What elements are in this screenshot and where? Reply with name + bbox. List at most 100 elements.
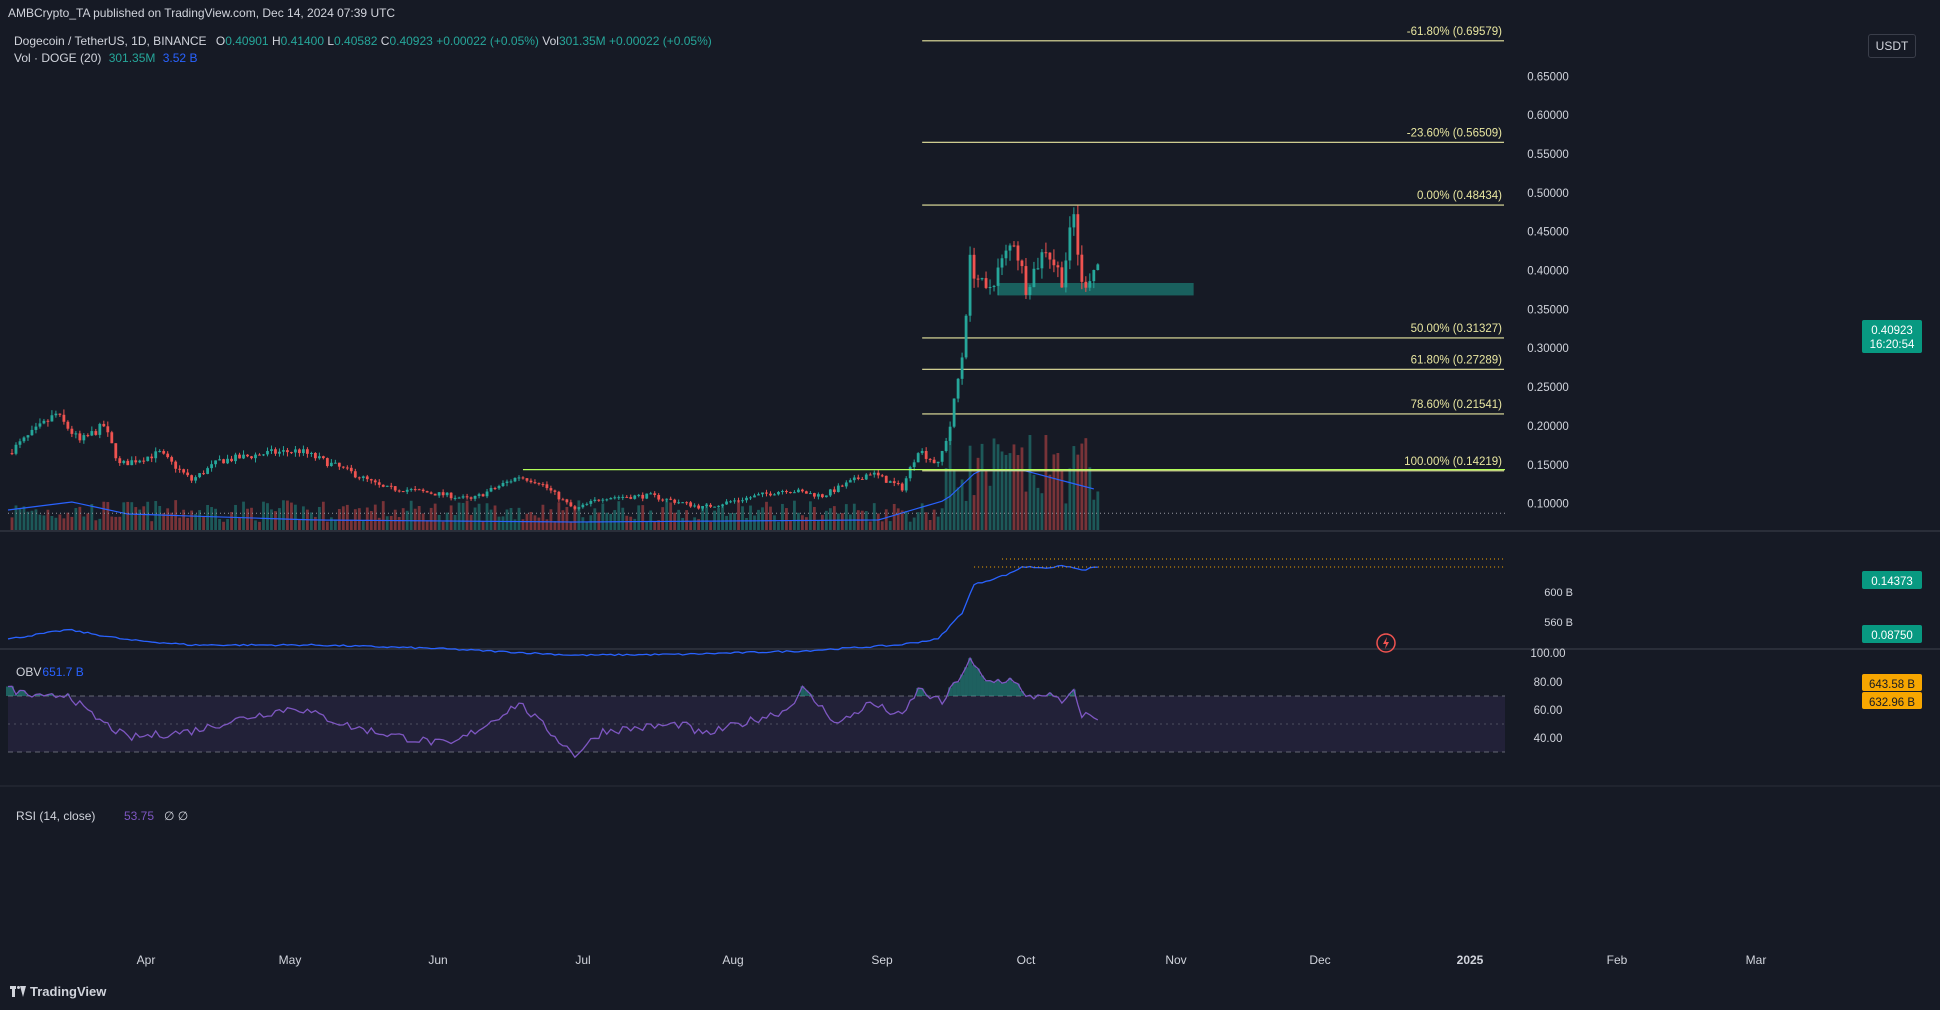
candle-body <box>222 459 225 464</box>
candle-body <box>896 483 900 485</box>
candle-body <box>178 468 182 470</box>
volume-bar <box>38 514 42 530</box>
volume-bar <box>593 508 597 530</box>
candle-body <box>114 443 118 459</box>
volume-bar <box>1084 438 1088 530</box>
volume-bar <box>1016 455 1020 530</box>
volume-bar <box>429 507 433 530</box>
candle-body <box>302 449 305 454</box>
volume-bar <box>669 502 673 530</box>
volume-bar <box>210 507 213 530</box>
candle-body <box>709 504 712 507</box>
candle-body <box>585 503 589 505</box>
candle-body <box>733 500 736 502</box>
candle-body <box>54 413 58 416</box>
candle-body <box>924 450 928 459</box>
low-label: L <box>327 34 335 48</box>
candle-body <box>920 450 924 454</box>
time-axis-label: Mar <box>1746 953 1767 967</box>
volume-bar <box>110 516 114 530</box>
volume-bar <box>828 508 832 530</box>
candle-body <box>964 315 968 358</box>
candle-body <box>385 485 389 487</box>
candle-body <box>617 497 621 499</box>
volume-bar <box>485 503 489 530</box>
volume-bar <box>90 503 94 530</box>
candle-body <box>349 467 353 472</box>
obv-axis-tick: 560 B <box>1544 617 1573 629</box>
candle-body <box>697 505 701 509</box>
symbol-title[interactable]: Dogecoin / TetherUS, 1D, BINANCE <box>14 34 207 48</box>
volume-bar <box>633 518 637 530</box>
volume-bar <box>18 508 22 530</box>
candle-body <box>717 505 720 507</box>
volume-bar <box>309 512 313 530</box>
candle-body <box>860 478 864 480</box>
obv-badge-text: 632.96 B <box>1869 697 1915 709</box>
time-axis-label: May <box>279 953 302 967</box>
volume-bar <box>365 507 369 530</box>
candle-body <box>393 486 397 491</box>
volume-bar <box>302 506 305 530</box>
volume-bar <box>1004 454 1008 530</box>
volume-bar <box>238 516 241 530</box>
candle-body <box>258 454 261 456</box>
candle-body <box>437 492 441 496</box>
volume-bar <box>246 508 249 530</box>
price-axis-tick: 0.20000 <box>1527 421 1569 433</box>
volume-bar <box>1052 454 1056 530</box>
candle-body <box>1060 267 1064 288</box>
volume-bar <box>617 501 621 530</box>
volume-bar <box>960 479 964 530</box>
candle-body <box>58 413 62 415</box>
candle-body <box>545 484 549 489</box>
candle-body <box>262 454 265 456</box>
volume-bar <box>781 503 784 530</box>
candle-body <box>601 499 605 501</box>
volume-bar <box>533 515 537 530</box>
volume-bar <box>62 518 66 530</box>
candle-body <box>972 254 976 279</box>
volume-bar <box>413 508 417 530</box>
tradingview-logo[interactable]: TradingView <box>10 984 106 999</box>
volume-bar <box>178 517 182 530</box>
volume-bar <box>737 501 740 530</box>
candle-body <box>86 435 90 437</box>
candle-body <box>1072 214 1076 228</box>
volume-bar <box>98 518 102 530</box>
volume-bar <box>505 509 509 530</box>
candle-body <box>689 502 693 507</box>
volume-bar <box>709 521 712 530</box>
candle-body <box>429 492 433 494</box>
volume-bar <box>761 507 764 530</box>
obv-line <box>7 564 1098 657</box>
candle-body <box>629 497 633 499</box>
volume-bar <box>1040 493 1044 530</box>
volume-bar <box>661 507 665 530</box>
candle-body <box>561 499 565 501</box>
currency-badge[interactable]: USDT <box>1868 34 1916 58</box>
candle-body <box>633 495 637 499</box>
candle-body <box>1064 260 1068 288</box>
volume-bar <box>797 512 800 530</box>
candle-body <box>34 426 38 430</box>
candle-body <box>1020 260 1024 267</box>
candle-body <box>417 489 421 491</box>
volume-legend[interactable]: Vol · DOGE (20) 301.35M 3.52 B <box>14 51 197 65</box>
candle-body <box>74 433 78 435</box>
fib-level-label: 100.00% (0.14219) <box>1404 456 1502 468</box>
volume-bar <box>876 513 880 530</box>
volume-bar <box>1044 435 1048 530</box>
volume-bar <box>1060 470 1064 530</box>
fib-level-label: -23.60% (0.56509) <box>1407 127 1502 139</box>
volume-bar <box>625 515 629 530</box>
volume-bar <box>385 516 389 530</box>
candle-body <box>138 460 142 463</box>
volume-bar <box>649 510 653 530</box>
candle-body <box>613 497 617 499</box>
candle-body <box>797 489 800 493</box>
candle-body <box>621 496 625 498</box>
volume-bar <box>473 507 477 530</box>
candle-body <box>820 494 824 498</box>
